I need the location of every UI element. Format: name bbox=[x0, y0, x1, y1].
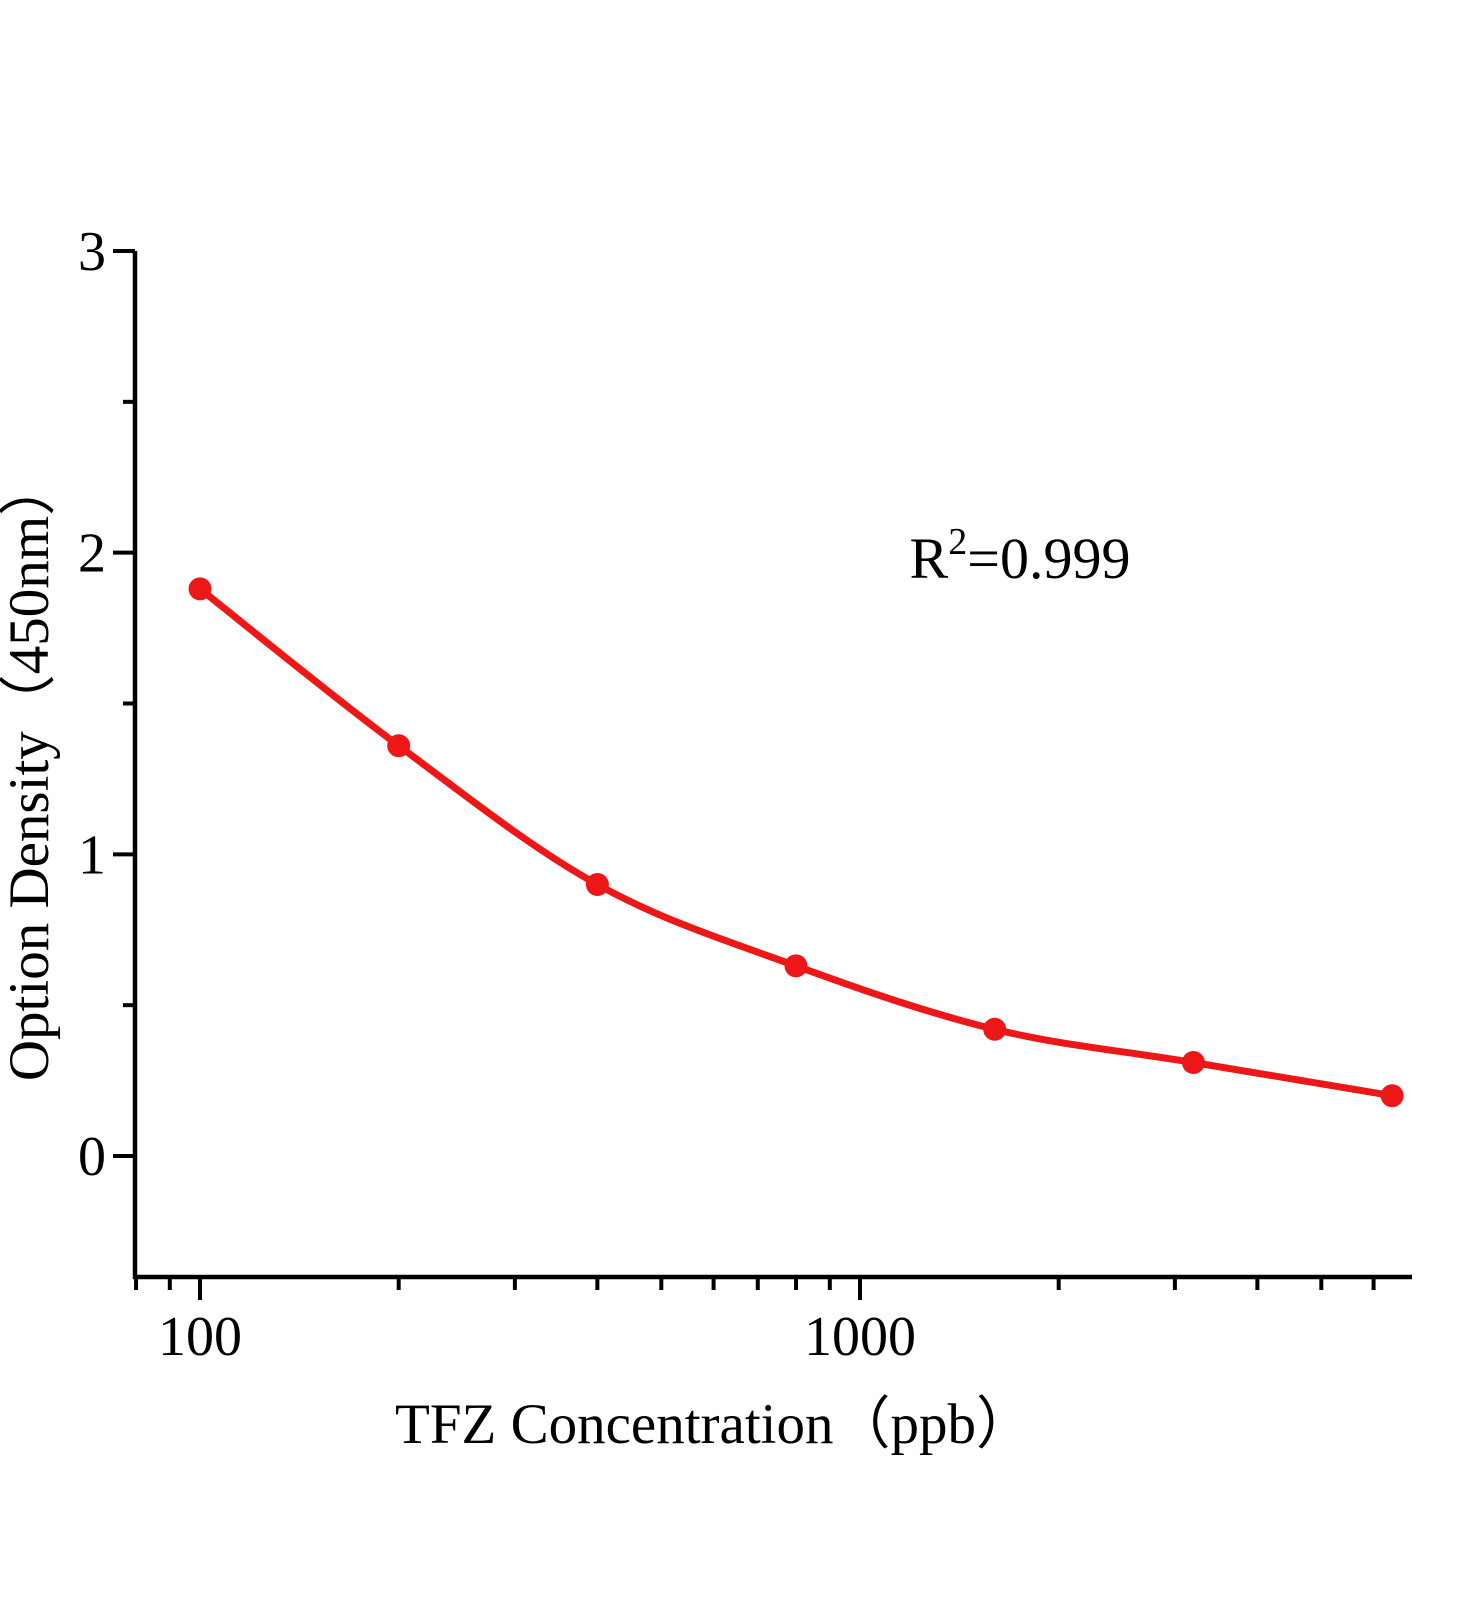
fit-curve bbox=[196, 585, 1396, 1100]
x-axis-label: TFZ Concentration（ppb） bbox=[395, 1393, 1033, 1456]
y-tick-label: 3 bbox=[78, 221, 106, 283]
y-axis-ticks bbox=[113, 248, 135, 1158]
data-point bbox=[1380, 1084, 1404, 1108]
fit-curve-layer bbox=[196, 585, 1396, 1100]
r-squared-annotation: R2=0.999 bbox=[910, 521, 1131, 591]
r-squared-value: =0.999 bbox=[967, 526, 1130, 591]
data-point bbox=[1181, 1051, 1205, 1074]
x-axis-ticks bbox=[134, 1277, 1376, 1300]
data-point bbox=[784, 954, 808, 978]
y-tick-label: 2 bbox=[78, 523, 106, 585]
x-tick-label: 1000 bbox=[804, 1306, 916, 1368]
r-squared-superscript: 2 bbox=[948, 521, 967, 563]
y-tick-label: 1 bbox=[78, 824, 106, 886]
y-tick-labels: 0 1 2 3 bbox=[78, 221, 106, 1188]
y-tick-label: 0 bbox=[78, 1126, 106, 1188]
axes-layer bbox=[132, 251, 1412, 1280]
x-tick-labels: 100 1000 bbox=[158, 1306, 916, 1368]
data-point bbox=[188, 577, 212, 601]
r-squared-base: R bbox=[910, 526, 949, 591]
data-point bbox=[983, 1017, 1007, 1041]
data-point bbox=[585, 873, 609, 896]
x-tick-label: 100 bbox=[158, 1306, 242, 1368]
y-axis-label: Option Density（450nm） bbox=[0, 459, 61, 1081]
data-point bbox=[387, 734, 411, 758]
data-points-layer bbox=[188, 577, 1404, 1108]
